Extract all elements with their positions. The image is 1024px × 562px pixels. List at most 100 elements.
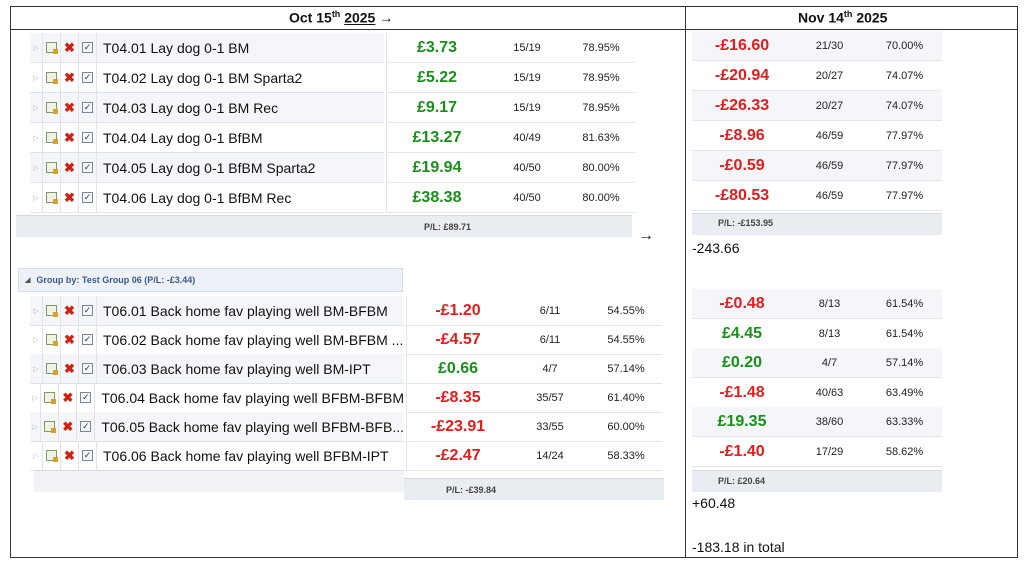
left-date-header: Oct 15th 2025 → [289, 9, 394, 26]
strategy-name: T04.06 Lay dog 0-1 BfBM Rec [103, 189, 292, 206]
delete-x-icon[interactable]: ✖ [61, 183, 79, 212]
nov-value-row [692, 348, 942, 378]
checked-checkbox-icon[interactable]: ✓ [79, 183, 97, 212]
checked-checkbox-icon[interactable]: ✓ [79, 93, 97, 122]
header-divider [11, 29, 1017, 30]
profit-loss-value: -£80.53 [714, 187, 770, 204]
strategy-row[interactable]: ▷ ✖ ✓ T06.03 Back home fav playing well BM-… [30, 354, 404, 384]
group2-oct-summary-bar [34, 470, 404, 492]
edit-strategy-icon[interactable] [43, 325, 61, 354]
strategy-name: T04.05 Lay dog 0-1 BfBM Sparta2 [103, 159, 316, 176]
delete-x-icon[interactable]: ✖ [61, 296, 79, 325]
win-percentage: 54.55% [607, 334, 645, 346]
expand-triangle-icon[interactable]: ▷ [33, 104, 39, 112]
group2-oct-summary: P/L: -£39.84 [446, 485, 497, 495]
strategy-row[interactable]: ▷ ✖ ✓ T04.05 Lay dog 0-1 BfBM Sparta2 [30, 153, 384, 183]
checked-checkbox-icon[interactable]: ✓ [79, 123, 97, 152]
checked-checkbox-icon[interactable]: ✓ [79, 63, 97, 92]
delete-x-icon[interactable]: ✖ [61, 354, 79, 383]
win-count: 4/7 [821, 357, 838, 369]
nov-value-row [692, 121, 942, 151]
right-date-header: Nov 14th 2025 [798, 9, 888, 26]
strategy-row[interactable]: ▷ ✖ ✓ T06.02 Back home fav playing well BM-… [30, 325, 404, 355]
strategy-row[interactable]: ▷ ✖ ✓ T04.01 Lay dog 0-1 BM [30, 33, 384, 63]
edit-strategy-icon[interactable] [43, 93, 61, 122]
win-percentage: 78.95% [582, 72, 620, 84]
delete-x-icon[interactable]: ✖ [59, 383, 78, 412]
win-percentage: 60.00% [607, 421, 645, 433]
expand-triangle-icon[interactable]: ▷ [32, 394, 38, 402]
win-count: 8/13 [818, 298, 841, 310]
expand-triangle-icon[interactable]: ▷ [33, 365, 39, 373]
profit-loss-value: £19.35 [717, 413, 767, 430]
checked-checkbox-icon[interactable]: ✓ [79, 296, 97, 325]
strategy-name: T04.03 Lay dog 0-1 BM Rec [103, 99, 279, 116]
edit-strategy-icon[interactable] [41, 383, 60, 412]
checked-checkbox-icon[interactable]: ✓ [79, 354, 97, 383]
win-percentage: 78.95% [582, 42, 620, 54]
strategy-row[interactable]: ▷ ✖ ✓ T04.04 Lay dog 0-1 BfBM [30, 123, 384, 153]
delete-x-icon[interactable]: ✖ [61, 325, 79, 354]
expand-triangle-icon[interactable]: ▷ [33, 134, 39, 142]
win-count: 15/19 [513, 72, 541, 84]
profit-loss-value: -£20.94 [714, 67, 770, 84]
value-row-line [386, 123, 636, 153]
delete-x-icon[interactable]: ✖ [61, 153, 79, 182]
expand-triangle-icon[interactable]: ▷ [33, 194, 39, 202]
expand-triangle-icon[interactable]: ▷ [33, 74, 39, 82]
expand-triangle-icon[interactable]: ▷ [33, 164, 39, 172]
strategy-row[interactable]: ▷ ✖ ✓ T06.01 Back home fav playing well BM-… [30, 296, 404, 326]
edit-strategy-icon[interactable] [43, 63, 61, 92]
win-count: 14/24 [536, 450, 564, 462]
value-row-line [386, 93, 636, 123]
win-count: 40/49 [513, 132, 541, 144]
delete-x-icon[interactable]: ✖ [61, 123, 79, 152]
win-count: 40/50 [513, 192, 541, 204]
collapse-triangle-icon[interactable]: ◢ [25, 277, 31, 284]
value-row-line [386, 183, 636, 213]
nov-value-row [692, 31, 942, 61]
strategy-row[interactable]: ▷ ✖ ✓ T06.05 Back home fav playing well BFB… [30, 412, 404, 442]
strategy-row[interactable]: ▷ ✖ ✓ T06.04 Back home fav playing well BFB… [30, 383, 404, 413]
checked-checkbox-icon[interactable]: ✓ [79, 441, 97, 470]
strategy-row[interactable]: ▷ ✖ ✓ T04.03 Lay dog 0-1 BM Rec [30, 93, 384, 123]
nov-value-row [692, 181, 942, 211]
strategy-name: T06.02 Back home fav playing well BM-BFB… [103, 331, 404, 348]
win-count: 46/59 [815, 190, 844, 202]
expand-triangle-icon[interactable]: ▷ [33, 452, 39, 460]
checked-checkbox-icon[interactable]: ✓ [79, 325, 97, 354]
delete-x-icon[interactable]: ✖ [61, 63, 79, 92]
edit-strategy-icon[interactable] [43, 33, 61, 62]
delete-x-icon[interactable]: ✖ [61, 33, 79, 62]
value-row-line [406, 441, 662, 471]
win-percentage: 61.54% [885, 298, 924, 310]
strategy-row[interactable]: ▷ ✖ ✓ T06.06 Back home fav playing well BFB… [30, 441, 404, 471]
edit-strategy-icon[interactable] [43, 441, 61, 470]
expand-triangle-icon[interactable]: ▷ [33, 307, 39, 315]
expand-triangle-icon[interactable]: ▷ [33, 44, 39, 52]
value-row-line [386, 33, 636, 63]
profit-loss-value: £5.22 [416, 69, 458, 86]
edit-strategy-icon[interactable] [41, 412, 60, 441]
edit-strategy-icon[interactable] [43, 123, 61, 152]
group2-header[interactable]: ◢ Group by: Test Group 06 (P/L: -£3.44) [18, 268, 403, 292]
value-row-line [406, 354, 662, 384]
checked-checkbox-icon[interactable]: ✓ [79, 153, 97, 182]
expand-triangle-icon[interactable]: ▷ [33, 336, 39, 344]
checked-checkbox-icon[interactable]: ✓ [77, 383, 96, 412]
delete-x-icon[interactable]: ✖ [61, 93, 79, 122]
edit-strategy-icon[interactable] [43, 354, 61, 383]
group1-oct-summary-bar [16, 215, 384, 237]
strategy-row[interactable]: ▷ ✖ ✓ T04.06 Lay dog 0-1 BfBM Rec [30, 183, 384, 213]
checked-checkbox-icon[interactable]: ✓ [77, 412, 96, 441]
delete-x-icon[interactable]: ✖ [61, 441, 79, 470]
strategy-row[interactable]: ▷ ✖ ✓ T04.02 Lay dog 0-1 BM Sparta2 [30, 63, 384, 93]
edit-strategy-icon[interactable] [43, 183, 61, 212]
checked-checkbox-icon[interactable]: ✓ [79, 33, 97, 62]
profit-loss-value: £3.73 [416, 39, 458, 56]
edit-strategy-icon[interactable] [43, 153, 61, 182]
expand-triangle-icon[interactable]: ▷ [32, 423, 38, 431]
edit-strategy-icon[interactable] [43, 296, 61, 325]
profit-loss-value: -£2.47 [435, 447, 481, 464]
delete-x-icon[interactable]: ✖ [59, 412, 78, 441]
